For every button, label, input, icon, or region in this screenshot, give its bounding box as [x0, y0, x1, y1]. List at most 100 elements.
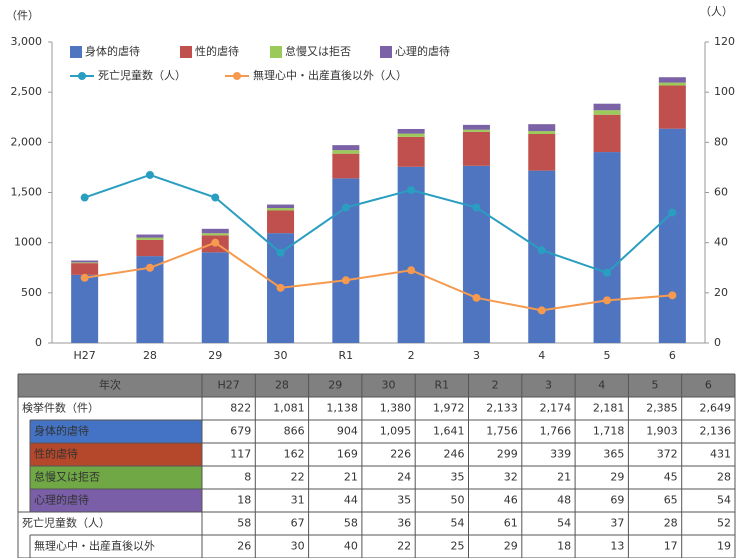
bar-segment	[332, 145, 360, 151]
table-cell: 35	[451, 471, 465, 484]
table-cell: 1,766	[540, 425, 572, 438]
y2-tick-label: 0	[714, 336, 721, 349]
point	[472, 203, 481, 212]
bar-segment	[267, 210, 295, 234]
table-cell: 32	[504, 471, 518, 484]
bar-segment	[397, 136, 425, 167]
table-header: H27	[218, 379, 240, 392]
point	[668, 291, 677, 300]
table-cell: 21	[557, 471, 571, 484]
y2-tick-label: 60	[714, 186, 728, 199]
table-cell: 22	[291, 471, 305, 484]
table-cell: 58	[344, 517, 358, 530]
table-cell: 26	[237, 540, 251, 553]
table-cell: 1,903	[646, 425, 678, 438]
table-cell: 46	[504, 494, 518, 507]
table-cell: 44	[344, 494, 358, 507]
x-tick-label: 2	[408, 349, 415, 362]
bar-segment	[528, 134, 556, 171]
line	[84, 173, 674, 274]
table-cell: 1,972	[433, 402, 465, 415]
point	[537, 306, 546, 315]
y2-tick-label: 40	[714, 236, 728, 249]
point	[145, 263, 154, 272]
point	[211, 193, 220, 202]
table-cell: 69	[610, 494, 624, 507]
legend-label: 怠慢又は拒否	[285, 44, 351, 58]
table-cell: 28	[717, 471, 731, 484]
table-cell: 22	[397, 540, 411, 553]
bar-segment	[332, 150, 360, 154]
table-cell: 822	[230, 402, 251, 415]
table-cell: 1,138	[326, 402, 358, 415]
table-header: 4	[598, 379, 605, 392]
table-cell: 1,641	[433, 425, 465, 438]
bar-segment	[658, 82, 686, 86]
table-cell: 31	[291, 494, 305, 507]
table-cell: 37	[610, 517, 624, 530]
bar-segment	[201, 252, 229, 343]
legend-marker	[233, 72, 241, 80]
bar-segment	[71, 262, 99, 264]
legend-label: 性的虐待	[195, 44, 239, 58]
table-cell: 67	[291, 517, 305, 530]
bar-segment	[267, 208, 295, 211]
point	[276, 283, 285, 292]
table-header: 28	[275, 379, 289, 392]
table-cell: 54	[557, 517, 571, 530]
bar-segment	[71, 260, 99, 263]
y-tick-label: 2,000	[11, 135, 43, 148]
bar-segment	[267, 204, 295, 209]
table-cell: 25	[451, 540, 465, 553]
y2-tick-label: 80	[714, 135, 728, 148]
table-row-label: 性的虐待	[34, 447, 78, 461]
table-label-bg	[30, 420, 202, 443]
point	[603, 268, 612, 277]
x-tick-label: 29	[208, 349, 222, 362]
bar-segment	[462, 165, 490, 343]
table-cell: 246	[444, 448, 465, 461]
bar-segment	[136, 237, 164, 240]
table-cell: 1,380	[380, 402, 412, 415]
table-cell: 431	[710, 448, 731, 461]
bar-segment	[658, 85, 686, 129]
table-header: 6	[705, 379, 712, 392]
table-cell: 904	[337, 425, 358, 438]
legend-label: 心理的虐待	[395, 44, 450, 58]
legend-marker	[78, 72, 86, 80]
table-cell: 8	[244, 471, 251, 484]
table-cell: 679	[230, 425, 251, 438]
table-row-label: 心理的虐待	[34, 493, 89, 507]
table-label-bg	[30, 443, 202, 466]
table-cell: 40	[344, 540, 358, 553]
y-axis-label: （件）	[6, 9, 39, 22]
legend-swatch	[270, 46, 282, 58]
table-header: 30	[382, 379, 396, 392]
table-cell: 2,649	[700, 402, 732, 415]
x-tick-label: 28	[143, 349, 157, 362]
point	[472, 293, 481, 302]
y2-axis-label: （人）	[700, 5, 733, 18]
y2-tick-label: 100	[714, 85, 735, 98]
legend-label: 無理心中・出産直後以外（人）	[253, 68, 407, 82]
y-tick-label: 3,000	[11, 35, 43, 48]
point	[145, 170, 154, 179]
table-cell: 2,174	[540, 402, 572, 415]
point	[407, 185, 416, 194]
x-tick-label: 4	[538, 349, 545, 362]
table-cell: 65	[664, 494, 678, 507]
x-tick-label: 30	[274, 349, 288, 362]
table-cell: 162	[284, 448, 305, 461]
bar-segment	[593, 103, 621, 111]
table-cell: 21	[344, 471, 358, 484]
x-tick-label: 5	[604, 349, 611, 362]
table-cell: 45	[664, 471, 678, 484]
table-header-bg	[18, 374, 735, 397]
x-tick-label: 6	[669, 349, 676, 362]
point	[80, 193, 89, 202]
table-cell: 299	[497, 448, 518, 461]
bar-segment	[201, 228, 229, 234]
table-cell: 1,095	[380, 425, 412, 438]
legend-swatch	[380, 46, 392, 58]
